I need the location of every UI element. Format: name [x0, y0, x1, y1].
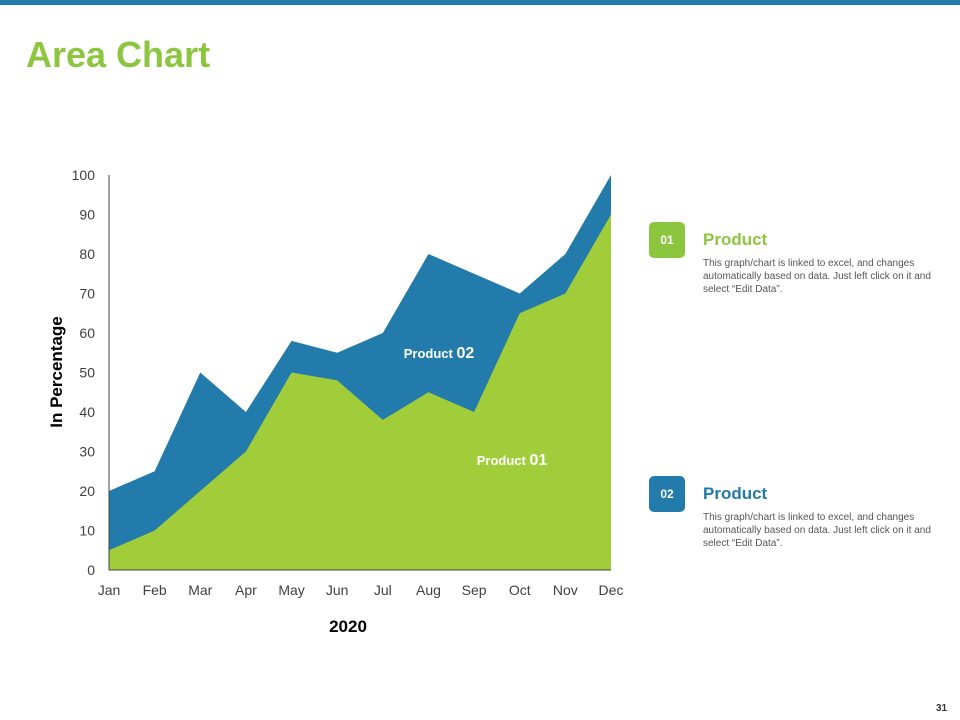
y-tick-label: 10 [79, 523, 95, 539]
x-tick-label: Oct [509, 582, 531, 598]
series-label-product-02: Product 02 [404, 345, 475, 362]
page-title: Area Chart [26, 34, 211, 75]
y-tick-label: 40 [79, 404, 95, 420]
x-tick-label: Feb [143, 582, 167, 598]
y-tick-label: 20 [79, 483, 95, 499]
legend-description-02: This graph/chart is linked to excel, and… [703, 512, 931, 549]
y-tick-label: 100 [72, 167, 96, 183]
x-tick-label: Nov [553, 582, 578, 598]
x-tick-label: Mar [188, 582, 212, 598]
page-number: 31 [936, 703, 948, 714]
y-tick-label: 90 [79, 207, 95, 223]
x-axis-label: 2020 [329, 617, 367, 636]
y-tick-label: 50 [79, 365, 95, 381]
y-tick-label: 0 [87, 562, 95, 578]
legend-badge-01: 01 [649, 222, 685, 258]
top-accent-bar [0, 0, 960, 5]
legend-item-product-01: 01 Product This graph/chart is linked to… [649, 222, 949, 312]
x-tick-label: Sep [462, 582, 487, 598]
x-tick-label: Dec [599, 582, 624, 598]
legend-badge-02: 02 [649, 476, 685, 512]
x-tick-label: Apr [235, 582, 257, 598]
y-tick-label: 70 [79, 286, 95, 302]
y-tick-label: 60 [79, 325, 95, 341]
y-axis-label: In Percentage [47, 316, 66, 428]
legend-heading-02: Product [703, 484, 768, 503]
legend-item-product-02: 02 Product This graph/chart is linked to… [649, 476, 949, 566]
series-label-product-01: Product 01 [477, 452, 548, 469]
y-tick-label: 30 [79, 444, 95, 460]
x-tick-label: Jun [326, 582, 349, 598]
x-tick-label: Jul [374, 582, 392, 598]
x-tick-label: May [278, 582, 304, 598]
x-tick-label: Jan [98, 582, 121, 598]
legend-description-01: This graph/chart is linked to excel, and… [703, 258, 931, 295]
legend-heading-01: Product [703, 230, 768, 249]
x-tick-label: Aug [416, 582, 441, 598]
area-product-01 [109, 214, 611, 570]
y-tick-label: 80 [79, 246, 95, 262]
